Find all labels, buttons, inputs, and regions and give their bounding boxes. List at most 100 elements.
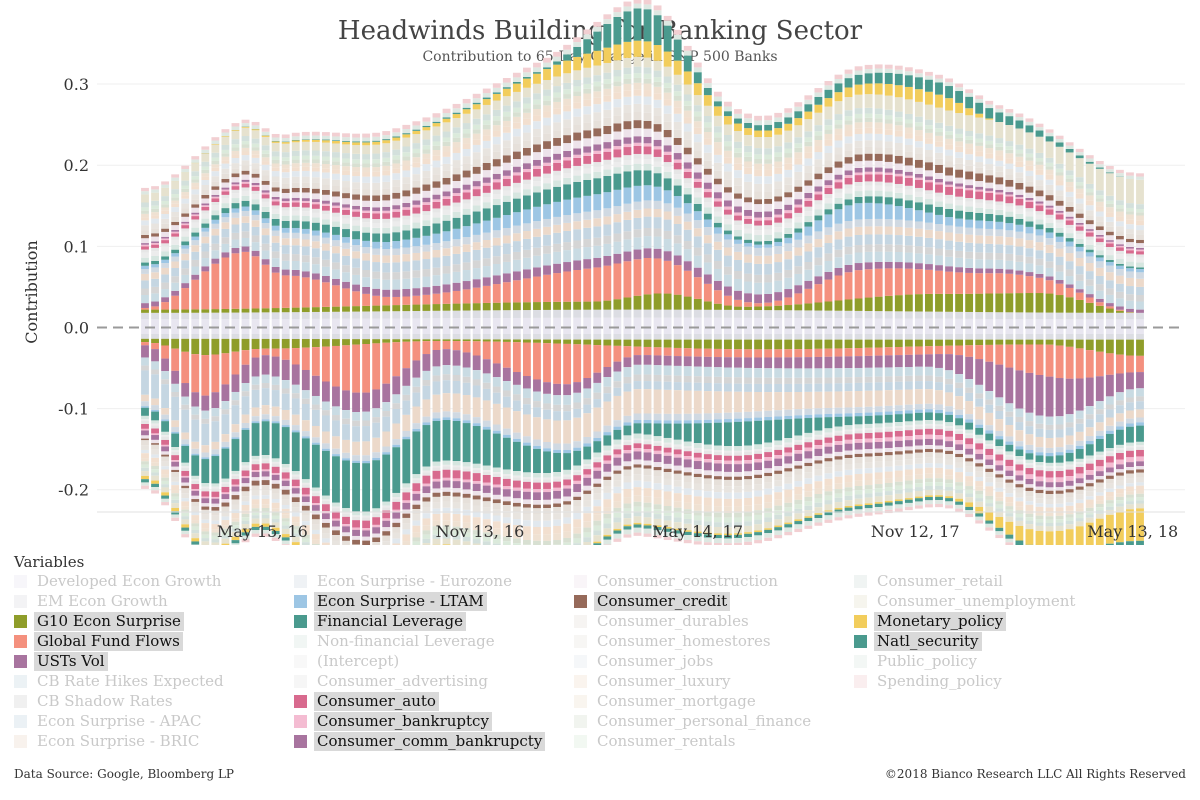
bar-segment bbox=[221, 194, 230, 199]
bar-segment bbox=[261, 455, 270, 459]
bar-segment bbox=[472, 186, 481, 190]
bar-segment bbox=[281, 245, 290, 254]
bar-segment bbox=[492, 543, 501, 545]
bar-segment bbox=[884, 355, 893, 368]
bar-segment bbox=[332, 406, 340, 416]
bar-segment bbox=[161, 207, 170, 211]
bar-segment bbox=[372, 167, 381, 172]
bar-segment bbox=[291, 479, 300, 487]
bar-segment bbox=[512, 91, 521, 102]
bar-segment bbox=[472, 385, 481, 398]
bar-segment bbox=[683, 249, 692, 262]
bar-segment bbox=[824, 209, 833, 215]
bar-segment bbox=[201, 190, 210, 195]
bar-segment bbox=[372, 140, 381, 142]
bar-segment bbox=[884, 390, 893, 406]
bar-segment bbox=[693, 420, 702, 424]
bar-segment bbox=[533, 276, 541, 303]
bar-segment bbox=[603, 499, 612, 508]
bar-segment bbox=[784, 259, 793, 270]
bar-segment bbox=[281, 319, 290, 328]
bar-segment bbox=[834, 182, 843, 189]
bar-segment bbox=[251, 459, 260, 462]
bar-segment bbox=[794, 418, 803, 436]
bar-segment bbox=[653, 248, 662, 259]
bar-segment bbox=[653, 173, 662, 187]
bar-segment bbox=[452, 160, 461, 168]
bar-segment bbox=[141, 407, 149, 416]
bar-segment bbox=[161, 384, 170, 409]
bar-segment bbox=[543, 67, 551, 70]
bar-segment bbox=[563, 476, 572, 480]
bar-segment bbox=[462, 113, 471, 124]
bar-segment bbox=[271, 384, 280, 391]
bar-segment bbox=[633, 56, 642, 67]
bar-segment bbox=[291, 210, 300, 216]
bar-segment bbox=[211, 164, 220, 168]
bar-segment bbox=[342, 237, 350, 243]
bar-segment bbox=[784, 177, 793, 185]
bar-segment bbox=[623, 488, 632, 498]
bar-segment bbox=[241, 396, 250, 415]
bar-segment bbox=[392, 241, 401, 249]
bar-segment bbox=[372, 254, 381, 263]
bar-segment bbox=[261, 228, 270, 236]
bar-segment bbox=[804, 288, 813, 304]
bar-segment bbox=[774, 510, 783, 515]
bar-segment bbox=[342, 198, 350, 205]
bar-segment bbox=[332, 420, 340, 437]
bar-segment bbox=[724, 460, 732, 465]
bar-segment bbox=[834, 154, 843, 162]
bar-segment bbox=[703, 182, 712, 189]
bar-segment bbox=[412, 187, 421, 194]
bar-segment bbox=[332, 518, 340, 521]
bar-segment bbox=[191, 511, 200, 516]
bar-segment bbox=[824, 377, 833, 384]
bar-segment bbox=[291, 142, 300, 151]
bar-segment bbox=[462, 522, 471, 529]
bar-segment bbox=[181, 485, 190, 489]
bar-segment bbox=[744, 485, 752, 492]
bar-segment bbox=[804, 483, 813, 492]
bar-segment bbox=[512, 543, 521, 545]
bar-segment bbox=[734, 460, 742, 465]
bar-segment bbox=[593, 506, 602, 515]
bar-segment bbox=[422, 121, 431, 126]
bar-segment bbox=[523, 397, 531, 405]
bar-segment bbox=[151, 423, 159, 426]
bar-segment bbox=[523, 310, 531, 318]
bar-segment bbox=[301, 271, 310, 278]
bar-segment bbox=[281, 463, 290, 468]
bar-segment bbox=[724, 317, 732, 328]
bar-segment bbox=[643, 533, 652, 537]
bar-segment bbox=[372, 288, 381, 296]
bar-segment bbox=[533, 255, 541, 268]
bar-segment bbox=[784, 318, 793, 328]
bar-segment bbox=[844, 339, 853, 349]
bar-segment bbox=[281, 198, 290, 202]
bar-segment bbox=[311, 248, 320, 258]
bar-segment bbox=[724, 543, 732, 545]
bar-segment bbox=[372, 389, 381, 409]
bar-segment bbox=[161, 187, 170, 197]
bar-segment bbox=[834, 493, 843, 498]
bar-segment bbox=[713, 460, 722, 464]
bar-segment bbox=[492, 144, 501, 152]
bar-segment bbox=[191, 414, 200, 420]
bar-segment bbox=[744, 460, 752, 464]
bar-segment bbox=[553, 153, 561, 160]
bar-segment bbox=[432, 167, 441, 175]
bar-segment bbox=[814, 498, 823, 503]
bar-segment bbox=[553, 452, 561, 473]
bar-segment bbox=[724, 476, 732, 480]
bar-segment bbox=[241, 174, 250, 180]
bar-segment bbox=[633, 381, 642, 390]
bar-segment bbox=[834, 74, 843, 79]
bar-segment bbox=[402, 296, 411, 305]
bar-segment bbox=[603, 455, 612, 461]
bar-segment bbox=[834, 451, 843, 457]
bar-segment bbox=[141, 244, 149, 247]
bar-segment bbox=[563, 511, 572, 518]
bar-segment bbox=[633, 433, 642, 439]
bar-segment bbox=[412, 153, 421, 158]
